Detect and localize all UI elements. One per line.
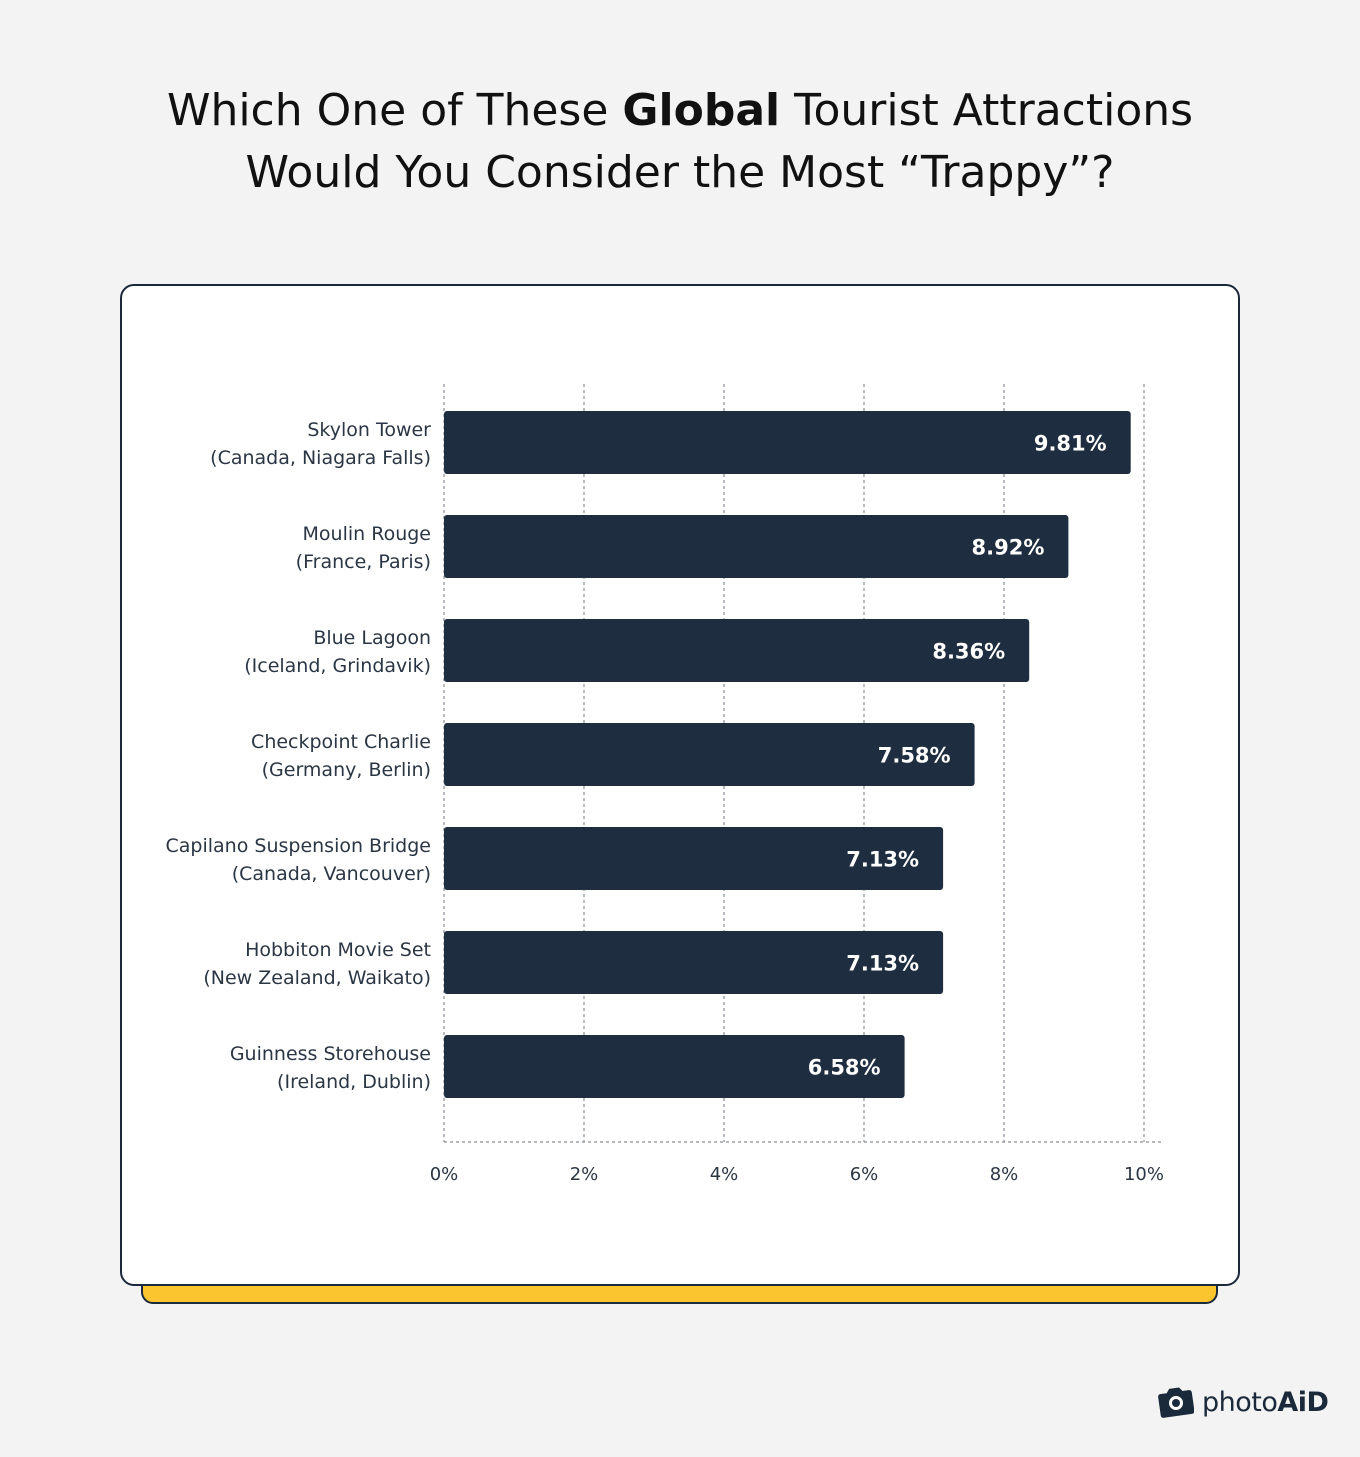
- category-label-name: Hobbiton Movie Set: [245, 939, 431, 961]
- x-tick-label: 4%: [710, 1164, 739, 1185]
- category-label-name: Guinness Storehouse: [230, 1043, 431, 1065]
- bar-value-label: 6.58%: [808, 1056, 881, 1080]
- title-line1-pre: Which One of These: [166, 85, 623, 136]
- category-label-location: (Canada, Niagara Falls): [210, 447, 431, 469]
- category-label-location: (France, Paris): [296, 551, 431, 573]
- camera-icon: [1158, 1387, 1194, 1418]
- bar-value-label: 8.92%: [972, 536, 1045, 560]
- x-tick-label: 8%: [990, 1164, 1019, 1185]
- bar: [444, 827, 944, 890]
- bar: [444, 515, 1069, 578]
- x-tick-label: 10%: [1124, 1164, 1164, 1185]
- bar: [444, 411, 1131, 474]
- x-tick-label: 6%: [850, 1164, 879, 1185]
- x-tick-label: 2%: [570, 1164, 599, 1185]
- category-label-location: (Germany, Berlin): [262, 759, 431, 781]
- bar: [444, 619, 1030, 682]
- bar-value-label: 7.13%: [846, 848, 919, 872]
- category-label-location: (Iceland, Grindavik): [244, 655, 431, 677]
- category-label-location: (Canada, Vancouver): [232, 863, 431, 885]
- category-label-location: (New Zealand, Waikato): [203, 967, 431, 989]
- title-line2: Would You Consider the Most “Trappy”?: [245, 147, 1115, 198]
- category-label-name: Skylon Tower: [307, 419, 431, 441]
- category-label-name: Capilano Suspension Bridge: [166, 835, 432, 857]
- x-tick-label: 0%: [430, 1164, 459, 1185]
- bar: [444, 723, 975, 786]
- category-label-name: Checkpoint Charlie: [251, 731, 431, 753]
- bar: [444, 1035, 905, 1098]
- logo-text-a: photo: [1202, 1386, 1278, 1418]
- chart-title: Which One of These Global Tourist Attrac…: [0, 80, 1360, 204]
- logo-text-b: AiD: [1277, 1386, 1329, 1418]
- bar-value-label: 7.13%: [846, 952, 919, 976]
- title-line1-post: Tourist Attractions: [780, 85, 1194, 136]
- category-label-name: Moulin Rouge: [303, 523, 431, 545]
- bar-value-label: 8.36%: [932, 640, 1005, 664]
- brand-logo: photoAiD: [1158, 1382, 1329, 1422]
- bar-value-label: 7.58%: [878, 744, 951, 768]
- category-label-name: Blue Lagoon: [313, 627, 431, 649]
- bar: [444, 931, 944, 994]
- logo-wordmark: photoAiD: [1202, 1386, 1329, 1418]
- title-line1-bold: Global: [622, 85, 781, 136]
- bar-value-label: 9.81%: [1034, 432, 1107, 456]
- category-label-location: (Ireland, Dublin): [277, 1071, 431, 1093]
